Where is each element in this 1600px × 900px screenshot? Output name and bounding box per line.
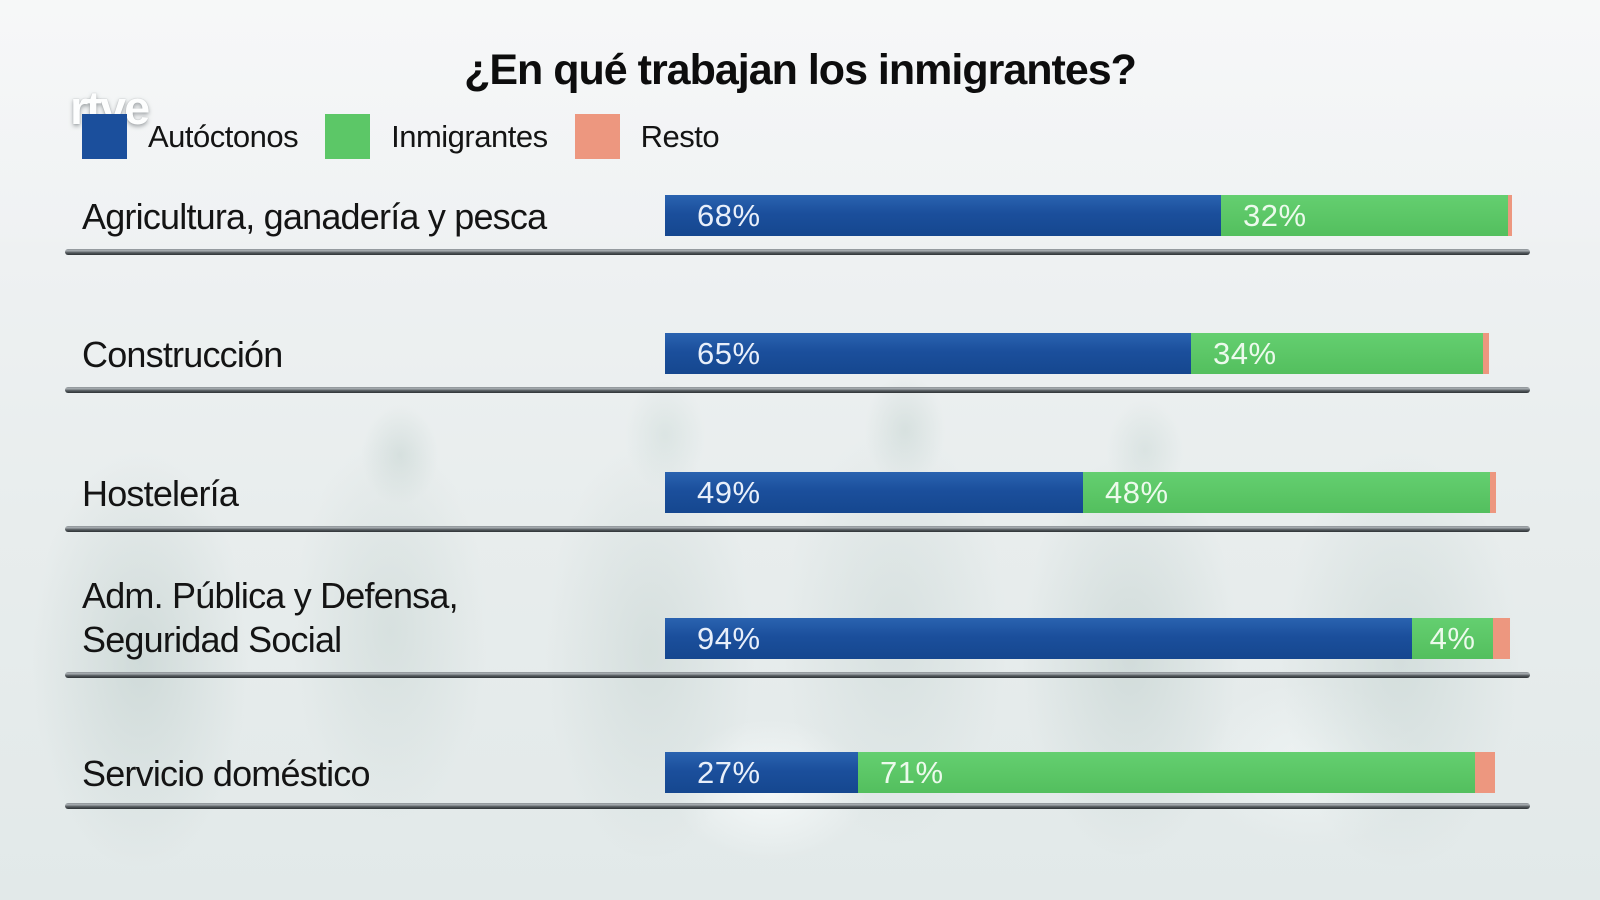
bar-value-label: 68% (697, 198, 761, 233)
bar-value-label: 65% (697, 336, 761, 371)
bar-segment-resto (1508, 195, 1512, 236)
bar-segment-autoctonos: 68% (665, 195, 1221, 236)
bar-segment-autoctonos: 27% (665, 752, 858, 793)
bar-segment-resto (1475, 752, 1495, 793)
row-divider (65, 672, 1530, 678)
bar-segment-autoctonos: 65% (665, 333, 1191, 374)
legend-swatch-inmigrantes (325, 114, 371, 159)
category-label: Hostelería (82, 473, 239, 514)
stacked-bar: 68% 32% (665, 195, 1512, 236)
bar-segment-inmigrantes: 71% (858, 752, 1475, 793)
row-divider (65, 249, 1530, 255)
category-label: Servicio doméstico (82, 753, 371, 794)
bar-value-label: 32% (1243, 198, 1307, 233)
category-label: Adm. Pública y Defensa, Seguridad Social (82, 575, 459, 660)
bar-value-label: 48% (1105, 475, 1169, 510)
legend-label: Inmigrantes (391, 118, 548, 154)
bar-value-label: 27% (697, 755, 761, 790)
legend-label: Autóctonos (148, 118, 299, 154)
row-divider (65, 526, 1530, 532)
category-label: Agricultura, ganadería y pesca (82, 196, 547, 237)
bar-segment-autoctonos: 49% (665, 472, 1083, 513)
stacked-bar: 65% 34% (665, 333, 1489, 374)
bar-segment-resto (1490, 472, 1496, 513)
bar-segment-inmigrantes: 32% (1221, 195, 1508, 236)
stacked-bar: 27% 71% (665, 752, 1495, 793)
legend-label: Resto (640, 118, 720, 154)
bar-segment-inmigrantes: 34% (1191, 333, 1483, 374)
bar-segment-autoctonos: 94% (665, 618, 1412, 659)
bar-segment-resto (1483, 333, 1489, 374)
bar-segment-resto (1493, 618, 1510, 659)
row-divider (65, 803, 1530, 809)
bar-segment-inmigrantes: 4% (1412, 618, 1493, 659)
bar-value-label: 34% (1213, 336, 1277, 371)
bar-value-label: 49% (697, 475, 761, 510)
legend: Autóctonos Inmigrantes Resto (82, 114, 720, 159)
stacked-bar: 49% 48% (665, 472, 1496, 513)
bar-value-label: 71% (880, 755, 944, 790)
bar-value-label: 4% (1429, 621, 1476, 656)
bar-value-label: 94% (697, 621, 761, 656)
legend-item-inmigrantes: Inmigrantes (325, 114, 548, 159)
legend-item-autoctonos: Autóctonos (82, 114, 299, 159)
category-label: Construcción (82, 334, 283, 375)
legend-swatch-autoctonos (82, 114, 127, 159)
chart-title: ¿En qué trabajan los inmigrantes? (464, 46, 1137, 94)
stacked-bar: 94% 4% (665, 618, 1510, 659)
legend-item-resto: Resto (574, 114, 720, 159)
bar-segment-inmigrantes: 48% (1083, 472, 1490, 513)
legend-swatch-resto (574, 114, 620, 159)
row-divider (65, 387, 1530, 393)
